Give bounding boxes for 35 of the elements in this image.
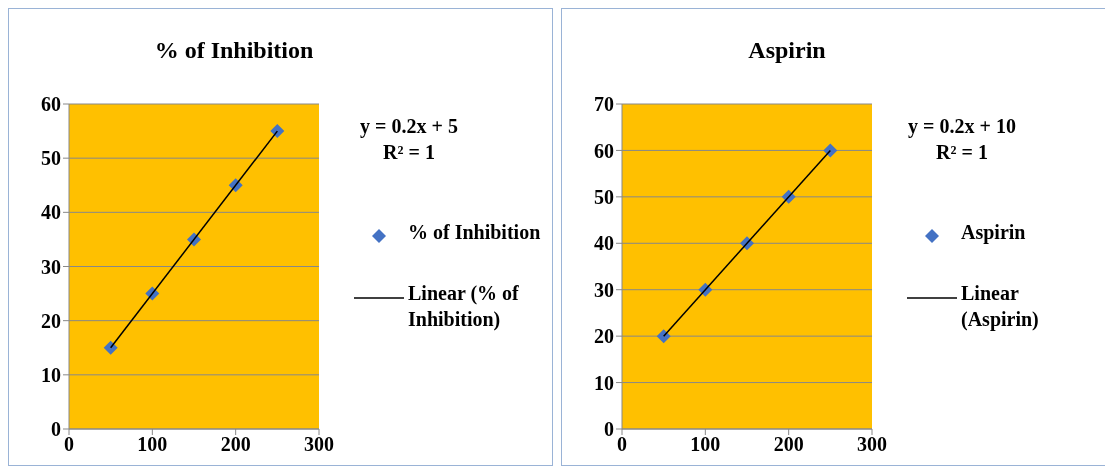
- point: [823, 143, 838, 158]
- y-tick-label: 10: [594, 371, 614, 394]
- x-tick-label: 100: [137, 433, 168, 456]
- legend-label: Linear (% of Inhibition): [408, 281, 520, 332]
- x-tick-label: 200: [773, 433, 804, 456]
- y-tick-label: 50: [594, 185, 614, 208]
- legend-label: % of Inhibition: [408, 220, 541, 245]
- y-tick-label: 30: [41, 255, 61, 278]
- x-tick-label: 300: [304, 433, 334, 456]
- y-tick-label: 10: [41, 363, 61, 386]
- chart-title: % of Inhibition: [153, 37, 315, 64]
- x-tick-label: 300: [857, 433, 887, 456]
- y-tick-label: 50: [41, 147, 61, 170]
- y-tick-label: 0: [604, 418, 614, 441]
- y-tick-label: 60: [41, 93, 61, 116]
- y-tick-label: 40: [41, 201, 61, 224]
- y-tick-label: 60: [594, 139, 614, 162]
- y-tick-label: 20: [41, 309, 61, 332]
- y-tick-label: 0: [51, 418, 61, 441]
- text: y = 0.2x + 10: [907, 114, 1017, 139]
- point: [656, 329, 671, 344]
- text: R² = 1: [935, 140, 989, 165]
- legend-label: Linear (Aspirin): [961, 281, 1040, 332]
- y-tick-label: 20: [594, 325, 614, 348]
- point: [270, 124, 285, 139]
- x-tick-label: 100: [690, 433, 721, 456]
- x-tick-label: 200: [220, 433, 251, 456]
- y-tick-label: 40: [594, 232, 614, 255]
- chart-title: Aspirin: [747, 37, 827, 64]
- text: y = 0.2x + 5: [359, 114, 459, 139]
- y-tick-label: 70: [594, 93, 614, 116]
- point: [103, 340, 118, 355]
- legend-label: Aspirin: [961, 220, 1026, 245]
- y-tick-label: 30: [594, 278, 614, 301]
- text: R² = 1: [382, 140, 436, 165]
